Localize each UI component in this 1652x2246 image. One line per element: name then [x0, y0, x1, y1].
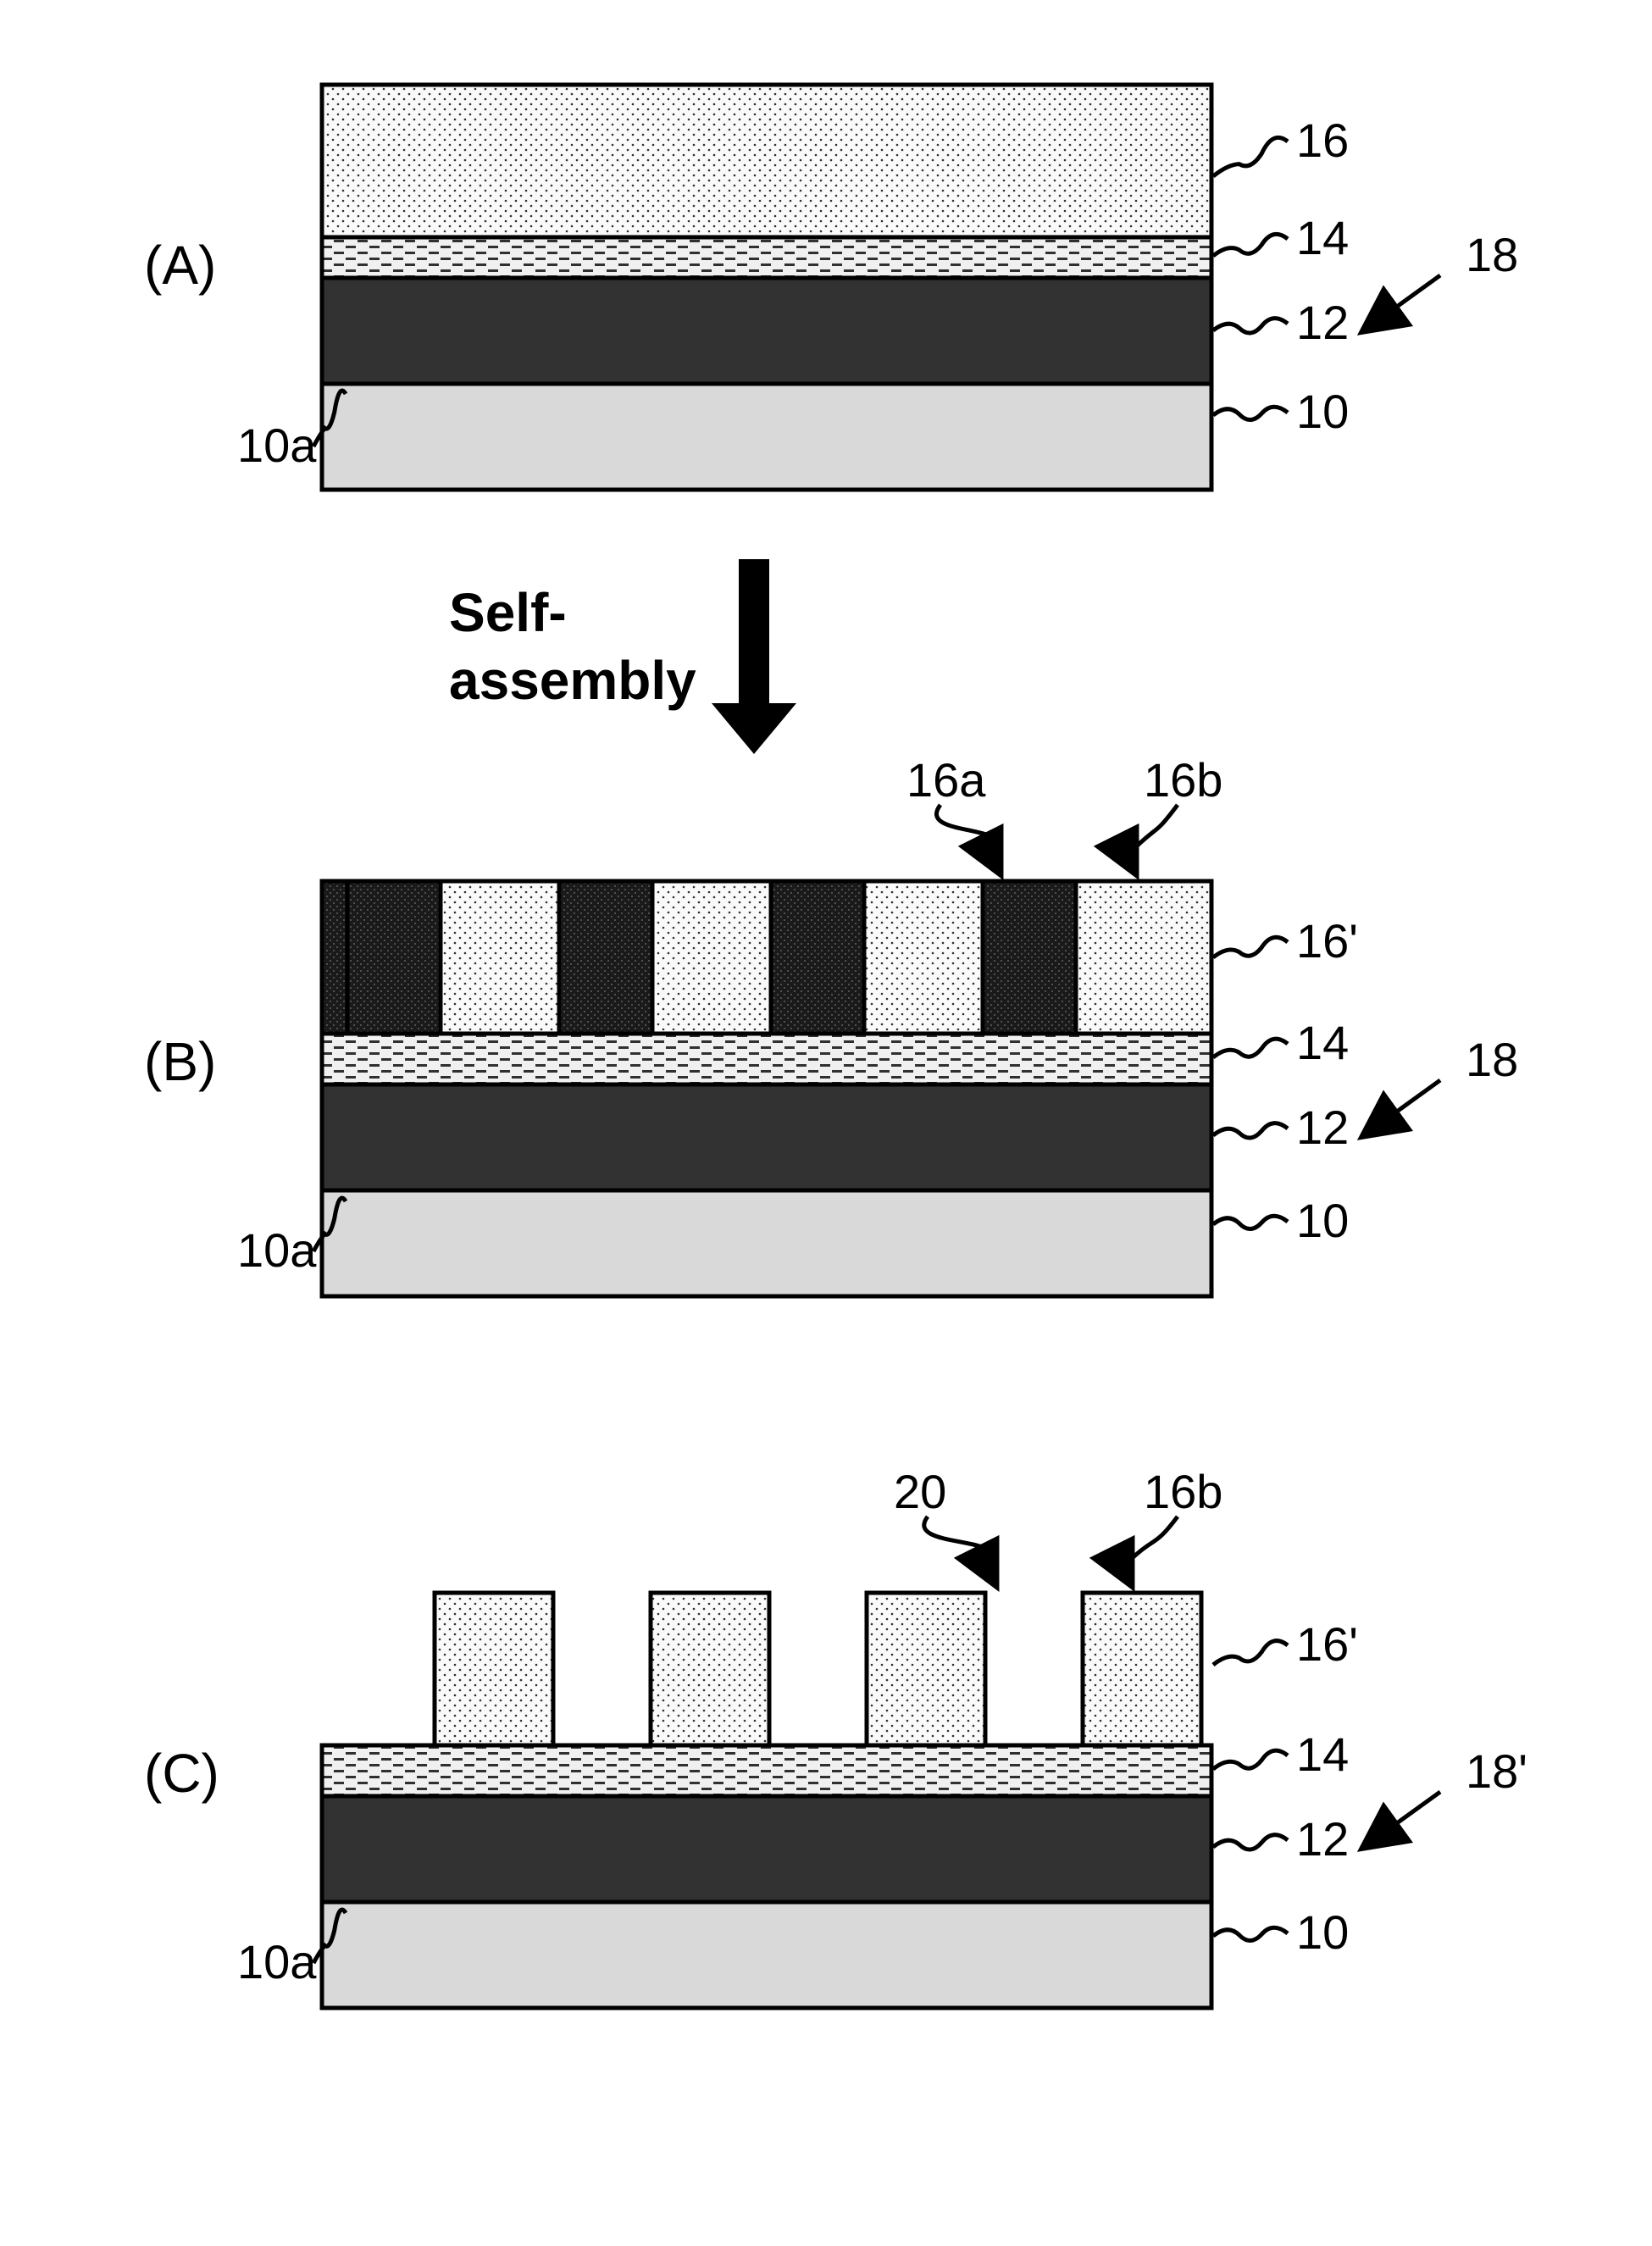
ref-label-10a: 10a [237, 1223, 317, 1277]
ref-label-16prime: 16' [1296, 1617, 1358, 1671]
leader-squiggle [1213, 1123, 1288, 1138]
block-16b [864, 881, 983, 1034]
layer-layer10 [322, 1902, 1211, 2008]
ref-label-16b: 16b [1144, 1465, 1222, 1518]
ref-label-16a: 16a [906, 753, 986, 807]
pillar-16b [1083, 1593, 1201, 1745]
callout-squiggle [1123, 1517, 1178, 1584]
ref-label-14: 14 [1296, 211, 1349, 264]
layer-layer12 [322, 278, 1211, 384]
ref-label-18prime: 18' [1466, 1744, 1527, 1798]
leader-squiggle [1213, 1641, 1288, 1665]
block-16a-edge [322, 881, 347, 1034]
reference-arrow [1364, 1080, 1440, 1135]
leader-squiggle [1213, 1039, 1288, 1057]
layer-layer14 [322, 1745, 1211, 1796]
leader-squiggle [1213, 407, 1288, 419]
ref-label-16prime: 16' [1296, 914, 1358, 968]
panel-label: (A) [144, 235, 216, 296]
leader-squiggle [1213, 1750, 1288, 1769]
leader-squiggle [1213, 137, 1288, 176]
ref-label-18: 18 [1466, 1033, 1518, 1086]
layer-layer14 [322, 237, 1211, 278]
ref-label-10a: 10a [237, 1935, 317, 1988]
layer-layer10 [322, 1190, 1211, 1296]
leader-squiggle [1213, 1835, 1288, 1849]
leader-squiggle [1213, 1216, 1288, 1228]
leader-squiggle [1213, 234, 1288, 256]
block-16a [347, 881, 441, 1034]
ref-label-12: 12 [1296, 1101, 1349, 1154]
ref-label-10: 10 [1296, 385, 1349, 438]
callout-squiggle [936, 805, 1000, 873]
ref-label-14: 14 [1296, 1016, 1349, 1069]
leader-squiggle [1213, 319, 1288, 333]
reference-arrow [1364, 1792, 1440, 1847]
block-16b [652, 881, 771, 1034]
process-arrow-icon [712, 559, 796, 754]
ref-label-16b: 16b [1144, 753, 1222, 807]
block-16a [771, 881, 864, 1034]
ref-label-18: 18 [1466, 228, 1518, 281]
process-label: assembly [449, 650, 696, 711]
leader-squiggle [1213, 937, 1288, 957]
layer-layer14 [322, 1034, 1211, 1084]
callout-squiggle [924, 1517, 995, 1584]
diagram-root: 16 14 12 10 18 10a 16a 16b 16' 14 12 10 18 10a 20 16b 16… [0, 0, 1652, 2246]
block-16b [441, 881, 559, 1034]
ref-label-12: 12 [1296, 296, 1349, 349]
layer-layer10 [322, 384, 1211, 490]
layer-layer16 [322, 85, 1211, 237]
block-16a [983, 881, 1076, 1034]
reference-arrow [1364, 275, 1440, 330]
ref-label-20: 20 [894, 1465, 946, 1518]
ref-label-16: 16 [1296, 114, 1349, 167]
callout-squiggle [1127, 805, 1178, 873]
layer-layer12 [322, 1084, 1211, 1190]
ref-label-12: 12 [1296, 1812, 1349, 1866]
block-16b [1076, 881, 1211, 1034]
ref-label-14: 14 [1296, 1727, 1349, 1781]
layer-layer12 [322, 1796, 1211, 1902]
ref-label-10a: 10a [237, 419, 317, 472]
pillar-16b [651, 1593, 769, 1745]
ref-label-10: 10 [1296, 1905, 1349, 1959]
process-label: Self- [449, 582, 567, 643]
pillar-16b [867, 1593, 985, 1745]
ref-label-10: 10 [1296, 1194, 1349, 1247]
block-16a [559, 881, 652, 1034]
leader-squiggle [1213, 1927, 1288, 1940]
panel-label: (C) [144, 1743, 219, 1804]
pillar-16b [435, 1593, 553, 1745]
panel-label: (B) [144, 1031, 216, 1092]
